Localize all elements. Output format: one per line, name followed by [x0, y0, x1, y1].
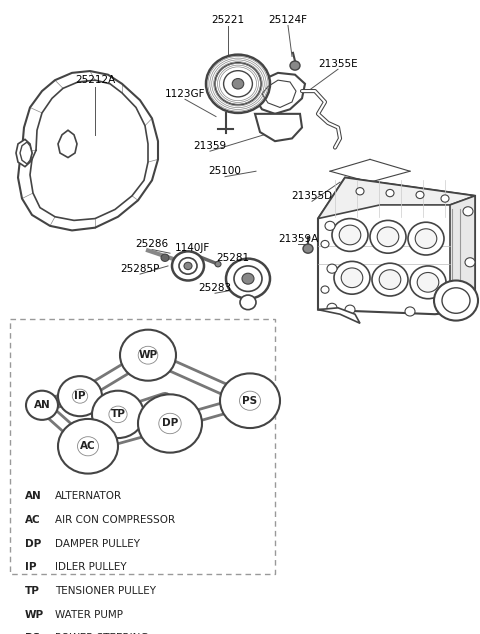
- Text: AIR CON COMPRESSOR: AIR CON COMPRESSOR: [55, 515, 175, 525]
- Circle shape: [220, 373, 280, 428]
- Circle shape: [215, 261, 221, 267]
- Circle shape: [370, 221, 406, 253]
- Circle shape: [26, 391, 58, 420]
- Circle shape: [303, 244, 313, 253]
- Circle shape: [441, 195, 449, 202]
- Text: IDLER PULLEY: IDLER PULLEY: [55, 562, 127, 573]
- Text: DAMPER PULLEY: DAMPER PULLEY: [55, 539, 140, 548]
- Circle shape: [327, 303, 337, 313]
- Circle shape: [345, 305, 355, 314]
- Text: 25221: 25221: [211, 15, 245, 25]
- Polygon shape: [318, 178, 475, 314]
- Circle shape: [327, 264, 337, 273]
- Text: IP: IP: [25, 562, 36, 573]
- Circle shape: [234, 266, 262, 292]
- Polygon shape: [318, 178, 475, 219]
- Circle shape: [206, 55, 270, 113]
- Circle shape: [434, 280, 478, 321]
- Text: ALTERNATOR: ALTERNATOR: [55, 491, 122, 501]
- Text: 25100: 25100: [209, 166, 241, 176]
- Circle shape: [242, 273, 254, 284]
- Circle shape: [410, 266, 446, 299]
- Polygon shape: [255, 114, 302, 141]
- Text: 25283: 25283: [198, 283, 231, 293]
- Polygon shape: [450, 196, 475, 309]
- Text: 1123GF: 1123GF: [165, 89, 205, 99]
- Circle shape: [465, 258, 475, 267]
- Text: 25124F: 25124F: [268, 15, 308, 25]
- Circle shape: [240, 295, 256, 309]
- Circle shape: [377, 227, 399, 247]
- Text: WATER PUMP: WATER PUMP: [55, 610, 123, 620]
- Circle shape: [161, 254, 169, 261]
- Circle shape: [179, 258, 197, 274]
- Circle shape: [405, 307, 415, 316]
- Circle shape: [138, 394, 202, 453]
- Polygon shape: [58, 130, 77, 158]
- Text: 21355D: 21355D: [291, 191, 333, 201]
- Circle shape: [321, 286, 329, 294]
- Text: WP: WP: [138, 350, 157, 360]
- Circle shape: [372, 263, 408, 296]
- Circle shape: [463, 207, 473, 216]
- Circle shape: [334, 261, 370, 294]
- FancyBboxPatch shape: [10, 319, 275, 574]
- Text: TENSIONER PULLEY: TENSIONER PULLEY: [55, 586, 156, 596]
- Circle shape: [58, 419, 118, 474]
- Circle shape: [184, 262, 192, 269]
- Circle shape: [356, 188, 364, 195]
- Text: AC: AC: [80, 441, 96, 451]
- Polygon shape: [20, 142, 32, 164]
- Circle shape: [172, 251, 204, 280]
- Circle shape: [290, 61, 300, 70]
- Circle shape: [232, 79, 244, 89]
- Text: AN: AN: [34, 400, 50, 410]
- Text: AN: AN: [25, 491, 42, 501]
- Text: 21359: 21359: [193, 141, 227, 151]
- Text: 25285P: 25285P: [120, 264, 160, 274]
- Text: 25286: 25286: [135, 239, 168, 249]
- Text: 25281: 25281: [216, 253, 250, 262]
- Circle shape: [416, 191, 424, 198]
- Circle shape: [379, 269, 401, 290]
- Text: PS: PS: [242, 396, 258, 406]
- Text: TP: TP: [25, 586, 40, 596]
- Text: AC: AC: [25, 515, 41, 525]
- Circle shape: [215, 63, 261, 105]
- Circle shape: [386, 190, 394, 197]
- Text: 21355E: 21355E: [318, 59, 358, 68]
- Text: 25212A: 25212A: [75, 75, 115, 85]
- Circle shape: [332, 219, 368, 251]
- Circle shape: [417, 273, 439, 292]
- Polygon shape: [255, 73, 305, 114]
- Circle shape: [341, 268, 363, 288]
- Circle shape: [442, 288, 470, 313]
- Circle shape: [325, 221, 335, 230]
- Text: IP: IP: [74, 391, 86, 401]
- Text: 1140JF: 1140JF: [174, 243, 210, 253]
- Circle shape: [463, 301, 473, 309]
- Text: 21359A: 21359A: [278, 233, 318, 243]
- Circle shape: [415, 229, 437, 249]
- Circle shape: [408, 223, 444, 255]
- Circle shape: [92, 391, 144, 438]
- Polygon shape: [318, 308, 360, 323]
- Text: TP: TP: [110, 410, 125, 419]
- Polygon shape: [16, 139, 32, 167]
- Circle shape: [58, 376, 102, 416]
- Circle shape: [120, 330, 176, 380]
- Text: DP: DP: [25, 539, 41, 548]
- Text: WP: WP: [25, 610, 44, 620]
- Text: DP: DP: [162, 418, 178, 429]
- Circle shape: [226, 259, 270, 299]
- Circle shape: [224, 70, 252, 97]
- Circle shape: [339, 225, 361, 245]
- Circle shape: [321, 240, 329, 248]
